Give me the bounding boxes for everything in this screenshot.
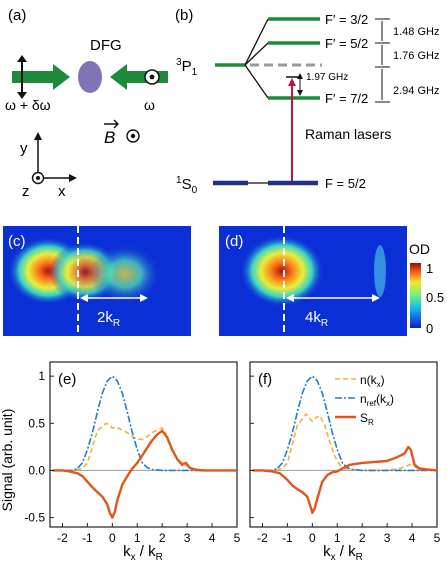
colorbar: OD 1 0.5 0 xyxy=(409,241,444,336)
annotation-d: 4kR xyxy=(305,309,328,329)
series-line-f-0 xyxy=(252,413,438,472)
y-tick-label-e: 0.5 xyxy=(28,416,45,430)
colorbar-gradient xyxy=(410,263,421,328)
x-tick-label-e: 4 xyxy=(209,531,216,545)
x-tick-label-e: 3 xyxy=(184,531,191,545)
y-axis-label: Signal (arb. unit) xyxy=(0,409,15,512)
y-tick-label-e: 1 xyxy=(38,369,45,383)
spacing-label-1: 1.48 GHz xyxy=(393,26,439,38)
panel-label-f: (f) xyxy=(258,371,272,388)
series-line-e-0 xyxy=(52,422,237,472)
spacing-label-3: 2.94 GHz xyxy=(393,85,439,97)
x-tick-label-e: 5 xyxy=(234,531,241,545)
panel-label-b: (b) xyxy=(175,7,193,24)
level-label-f32: F′ = 3/2 xyxy=(325,12,368,27)
series-line-f-2 xyxy=(252,445,438,515)
x-tick-label-e: -1 xyxy=(82,531,93,545)
panel-label-e: (e) xyxy=(58,371,76,388)
panel-b: (b) 3P1 1S0 F′ = 3/2 F′ = 5/2 F′ = 7/2 1… xyxy=(175,7,439,196)
x-tick-label-f: 3 xyxy=(384,531,391,545)
state-upper: 3P1 xyxy=(176,57,198,78)
field-label: B xyxy=(104,128,115,147)
x-tick-label-f: 1 xyxy=(334,531,341,545)
panel-d: (d) 4kR xyxy=(219,226,407,336)
level-label-f72: F′ = 7/2 xyxy=(325,91,368,106)
panel-a: (a) DFG ω + δω ω B y z x xyxy=(5,7,168,200)
beam-left-arrow xyxy=(12,64,70,90)
x-tick-label-f: 0 xyxy=(309,531,316,545)
legend-label-nref: nref(kx) xyxy=(360,392,394,408)
spacing-label-2: 1.76 GHz xyxy=(393,50,439,62)
cloud-peak-d xyxy=(374,245,386,297)
axis-x-label: x xyxy=(58,183,66,200)
x-tick-label-e: 0 xyxy=(109,531,116,545)
state-ground: 1S0 xyxy=(176,175,198,196)
plot-frame-f xyxy=(249,361,438,528)
y-tick-label-e: 0.0 xyxy=(28,463,45,477)
panel-label-a: (a) xyxy=(8,7,26,24)
x-tick-label-f: 2 xyxy=(359,531,366,545)
series-line-e-1 xyxy=(52,375,237,472)
plot-f: (f) kx / kR n(kx) nref(kx) SR -2 -1 0 1 2 3 4 5 xyxy=(249,361,441,562)
field-vector-arrow xyxy=(104,119,119,129)
level-label-f52: F′ = 5/2 xyxy=(325,36,368,51)
colorbar-tick-05: 0.5 xyxy=(426,290,444,305)
dfg-label: DFG xyxy=(90,37,122,54)
x-axis-label-e: kx / kR xyxy=(123,543,163,562)
detuning-label: 1.97 GHz xyxy=(306,72,348,83)
axis-z-label: z xyxy=(22,183,30,200)
level-label-ground: F = 5/2 xyxy=(325,176,366,191)
x-tick-label-e: -2 xyxy=(57,531,68,545)
x-axis-label-f: kx / kR xyxy=(323,543,363,562)
x-tick-label-f: 4 xyxy=(409,531,416,545)
legend-label-sr: SR xyxy=(360,411,374,427)
plot-frame-e xyxy=(49,361,238,528)
panel-c: (c) 2kR xyxy=(3,226,191,336)
panel-label-d: (d) xyxy=(225,233,243,250)
x-tick-label-f: -1 xyxy=(282,531,293,545)
legend-label-n: n(kx) xyxy=(360,373,385,389)
plot-e: (e) kx / kR -2 -1 0 1 2 3 4 5 1 0.5 0.0 -0.5 xyxy=(24,361,241,562)
beam-left-label: ω + δω xyxy=(5,97,51,113)
x-tick-label-e: 1 xyxy=(134,531,141,545)
colorbar-title: OD xyxy=(409,241,430,257)
colorbar-tick-0: 0 xyxy=(426,321,433,336)
colorbar-tick-1: 1 xyxy=(426,261,433,276)
beam-right-label: ω xyxy=(144,97,155,113)
axis-y-label: y xyxy=(20,140,28,157)
x-tick-label-f: -2 xyxy=(257,531,268,545)
raman-label: Raman lasers xyxy=(305,126,391,142)
series-line-e-2 xyxy=(52,429,237,519)
annotation-c: 2kR xyxy=(97,309,120,329)
x-tick-label-e: 2 xyxy=(159,531,166,545)
cloud-center-d xyxy=(240,235,324,307)
series-line-f-1 xyxy=(252,375,437,472)
atom-cloud xyxy=(78,61,102,93)
panel-label-c: (c) xyxy=(8,233,26,250)
legend: n(kx) nref(kx) SR xyxy=(335,373,394,427)
x-tick-label-f: 5 xyxy=(434,531,441,545)
beam-right-arrow xyxy=(110,64,168,90)
y-tick-label-e: -0.5 xyxy=(24,511,45,525)
